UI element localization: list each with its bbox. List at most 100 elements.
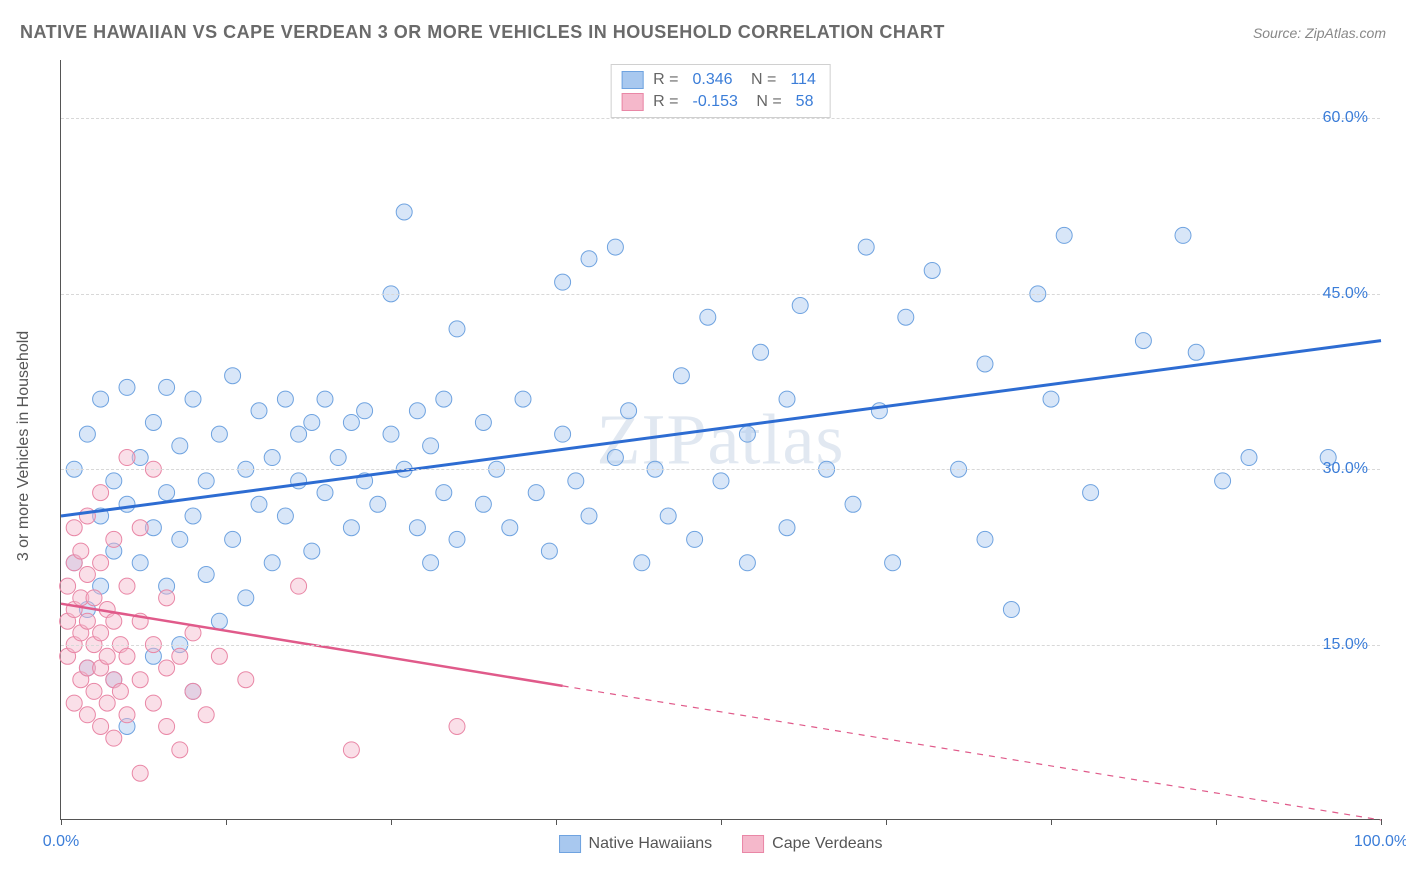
data-point [449, 531, 465, 547]
data-point [145, 414, 161, 430]
data-point [291, 426, 307, 442]
data-point [330, 450, 346, 466]
data-point [700, 309, 716, 325]
data-point [185, 508, 201, 524]
x-tick [886, 819, 887, 825]
data-point [409, 520, 425, 536]
data-point [607, 239, 623, 255]
data-point [449, 321, 465, 337]
data-point [568, 473, 584, 489]
x-tick [721, 819, 722, 825]
data-point [159, 590, 175, 606]
data-point [112, 683, 128, 699]
stat-r-label: R = [653, 71, 678, 89]
data-point [634, 555, 650, 571]
data-point [86, 683, 102, 699]
data-point [211, 426, 227, 442]
data-point [159, 660, 175, 676]
data-point [1188, 344, 1204, 360]
stats-row: R =-0.153 N =58 [621, 91, 820, 113]
data-point [277, 391, 293, 407]
data-point [66, 695, 82, 711]
data-point [211, 648, 227, 664]
trend-line [61, 341, 1381, 516]
data-point [555, 274, 571, 290]
x-tick [556, 819, 557, 825]
data-point [396, 204, 412, 220]
data-point [581, 251, 597, 267]
data-point [159, 718, 175, 734]
data-point [99, 648, 115, 664]
gridline-h [61, 469, 1380, 470]
data-point [1043, 391, 1059, 407]
plot-area: ZIPatlas R =0.346 N =114R =-0.153 N =58 … [60, 60, 1380, 820]
data-point [858, 239, 874, 255]
data-point [475, 496, 491, 512]
data-point [779, 520, 795, 536]
data-point [277, 508, 293, 524]
y-axis-title: 3 or more Vehicles in Household [15, 331, 33, 561]
data-point [370, 496, 386, 512]
data-point [106, 473, 122, 489]
data-point [515, 391, 531, 407]
data-point [502, 520, 518, 536]
data-point [185, 683, 201, 699]
data-point [409, 403, 425, 419]
data-point [132, 672, 148, 688]
data-point [132, 520, 148, 536]
y-tick-label: 30.0% [1323, 460, 1368, 478]
data-point [79, 707, 95, 723]
data-point [343, 414, 359, 430]
data-point [185, 391, 201, 407]
legend-swatch [559, 835, 581, 853]
legend-label: Cape Verdeans [772, 835, 882, 853]
data-point [93, 485, 109, 501]
data-point [357, 403, 373, 419]
data-point [86, 590, 102, 606]
data-point [172, 648, 188, 664]
data-point [1056, 227, 1072, 243]
stat-n-label: N = [747, 71, 777, 89]
data-point [660, 508, 676, 524]
data-point [93, 555, 109, 571]
x-tick [61, 819, 62, 825]
x-tick [391, 819, 392, 825]
y-tick-label: 60.0% [1323, 109, 1368, 127]
data-point [555, 426, 571, 442]
stat-r-label: R = [653, 93, 678, 111]
data-point [145, 695, 161, 711]
data-point [1003, 602, 1019, 618]
data-point [132, 765, 148, 781]
bottom-legend: Native Hawaiians Cape Verdeans [559, 835, 883, 853]
data-point [66, 520, 82, 536]
data-point [779, 391, 795, 407]
legend-label: Native Hawaiians [589, 835, 713, 853]
x-tick-label: 100.0% [1354, 833, 1406, 851]
data-point [264, 450, 280, 466]
data-point [291, 578, 307, 594]
data-point [607, 450, 623, 466]
data-point [225, 368, 241, 384]
data-point [93, 391, 109, 407]
data-point [119, 578, 135, 594]
data-point [79, 566, 95, 582]
stat-r-value: 0.346 [688, 71, 736, 89]
stat-n-label: N = [752, 93, 782, 111]
data-point [1135, 333, 1151, 349]
data-point [119, 450, 135, 466]
data-point [198, 473, 214, 489]
x-tick-label: 0.0% [43, 833, 79, 851]
data-point [119, 648, 135, 664]
data-point [1241, 450, 1257, 466]
data-point [251, 496, 267, 512]
gridline-h [61, 118, 1380, 119]
source-label: Source: ZipAtlas.com [1253, 25, 1386, 41]
data-point [317, 485, 333, 501]
data-point [1215, 473, 1231, 489]
data-point [449, 718, 465, 734]
data-point [687, 531, 703, 547]
data-point [198, 566, 214, 582]
data-point [304, 543, 320, 559]
data-point [713, 473, 729, 489]
legend-item: Cape Verdeans [742, 835, 882, 853]
